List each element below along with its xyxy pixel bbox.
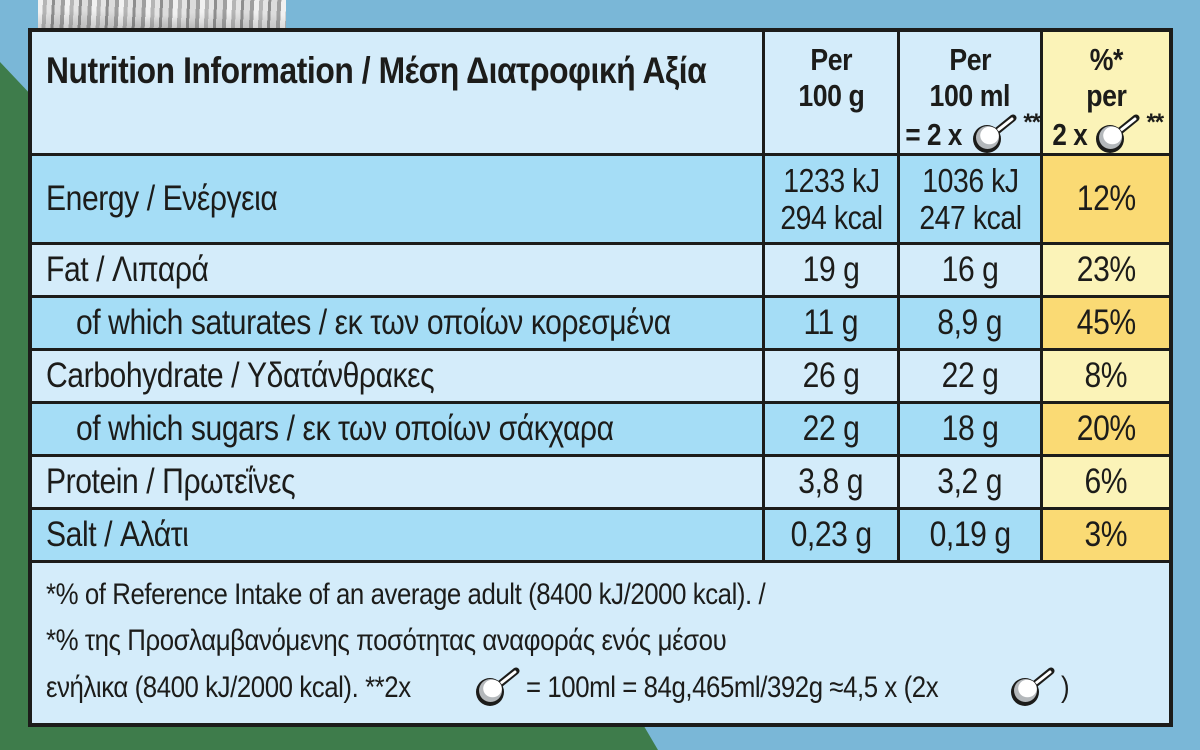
nutrition-table: Nutrition Information / Μέση Διατροφική … — [28, 28, 1173, 727]
row-fat-label: Fat / Λιπαρά — [32, 245, 762, 295]
row-fat-per100ml: 16 g — [900, 245, 1040, 295]
row-energy-per100ml: 1036 kJ 247 kcal — [900, 156, 1040, 242]
row-fat-per100g: 19 g — [765, 245, 897, 295]
measuring-scoop-icon — [1009, 667, 1057, 709]
table-title-text: Nutrition Information / Μέση Διατροφική … — [46, 50, 707, 91]
row-energy-per100g: 1233 kJ 294 kcal — [765, 156, 897, 242]
row-carbohydrate-per100g: 26 g — [765, 351, 897, 401]
row-protein-per100ml: 3,2 g — [900, 457, 1040, 507]
package-artwork-fragment — [38, 0, 286, 29]
row-energy-label: Energy / Ενέργεια — [32, 156, 762, 242]
footnote-line1: *% of Reference Intake of an average adu… — [46, 578, 766, 611]
row-saturates-per100ml: 8,9 g — [900, 298, 1040, 348]
row-sugars-per100g: 22 g — [765, 404, 897, 454]
footnote-line3: ενήλικα (8400 kJ/2000 kcal). **2x = 100m… — [46, 667, 1169, 709]
row-salt-per100ml: 0,19 g — [900, 510, 1040, 560]
measuring-scoop-icon — [474, 667, 522, 709]
row-carbohydrate-per100ml: 22 g — [900, 351, 1040, 401]
row-fat-percent: 23% — [1043, 245, 1169, 295]
serving-equivalence: = 2 x ** — [900, 109, 1040, 153]
reference-intake-footnote: *% of Reference Intake of an average adu… — [32, 563, 1169, 723]
row-salt-per100g: 0,23 g — [765, 510, 897, 560]
serving-equivalence: 2 x ** — [1049, 109, 1164, 153]
row-protein-per100g: 3,8 g — [765, 457, 897, 507]
measuring-scoop-icon — [1094, 114, 1142, 153]
row-saturates-percent: 45% — [1043, 298, 1169, 348]
row-sugars-per100ml: 18 g — [900, 404, 1040, 454]
table-title: Nutrition Information / Μέση Διατροφική … — [32, 32, 762, 153]
row-carbohydrate-percent: 8% — [1043, 351, 1169, 401]
row-energy-percent: 12% — [1043, 156, 1169, 242]
column-header-per-100g: Per 100 g — [765, 32, 897, 153]
footnote-line2: *% της Προσλαμβανόμενης ποσότητας αναφορ… — [46, 624, 727, 657]
row-salt-label: Salt / Αλάτι — [32, 510, 762, 560]
row-salt-percent: 3% — [1043, 510, 1169, 560]
row-carbohydrate-label: Carbohydrate / Υδατάνθρακες — [32, 351, 762, 401]
row-protein-label: Protein / Πρωτεΐνες — [32, 457, 762, 507]
row-sugars-label: of which sugars / εκ των οποίων σάκχαρα — [32, 404, 762, 454]
row-sugars-percent: 20% — [1043, 404, 1169, 454]
row-protein-percent: 6% — [1043, 457, 1169, 507]
column-header-per-100ml: Per 100 ml = 2 x ** — [900, 32, 1040, 153]
row-saturates-label: of which saturates / εκ των οποίων κορεσ… — [32, 298, 762, 348]
column-header-percent: %* per 2 x ** — [1043, 32, 1169, 153]
row-saturates-per100g: 11 g — [765, 298, 897, 348]
measuring-scoop-icon — [971, 114, 1019, 153]
